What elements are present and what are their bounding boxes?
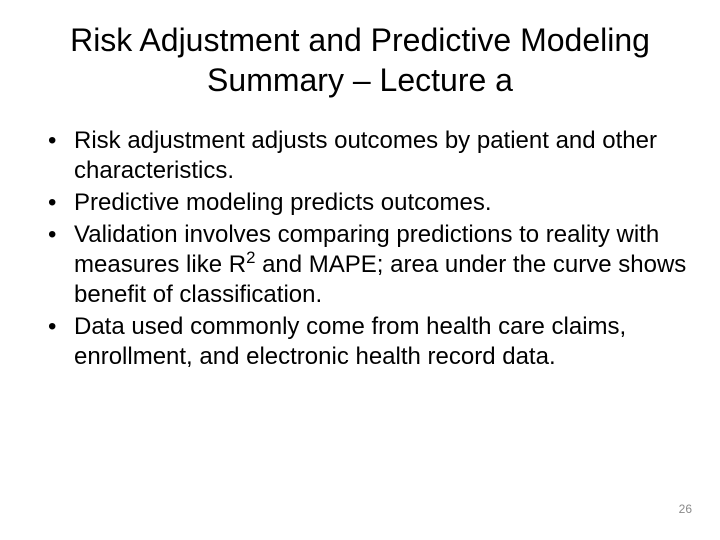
list-item: Data used commonly come from health care… <box>48 312 690 372</box>
bullet-text: Data used commonly come from health care… <box>74 313 626 370</box>
bullet-sup: 2 <box>246 248 255 267</box>
page-number: 26 <box>679 502 692 516</box>
list-item: Validation involves comparing prediction… <box>48 220 690 310</box>
bullet-text: Risk adjustment adjusts outcomes by pati… <box>74 127 657 184</box>
slide-title: Risk Adjustment and Predictive Modeling … <box>30 20 690 100</box>
bullet-text: Predictive modeling predicts outcomes. <box>74 189 492 216</box>
list-item: Risk adjustment adjusts outcomes by pati… <box>48 126 690 186</box>
list-item: Predictive modeling predicts outcomes. <box>48 188 690 218</box>
bullet-list: Risk adjustment adjusts outcomes by pati… <box>30 126 690 372</box>
